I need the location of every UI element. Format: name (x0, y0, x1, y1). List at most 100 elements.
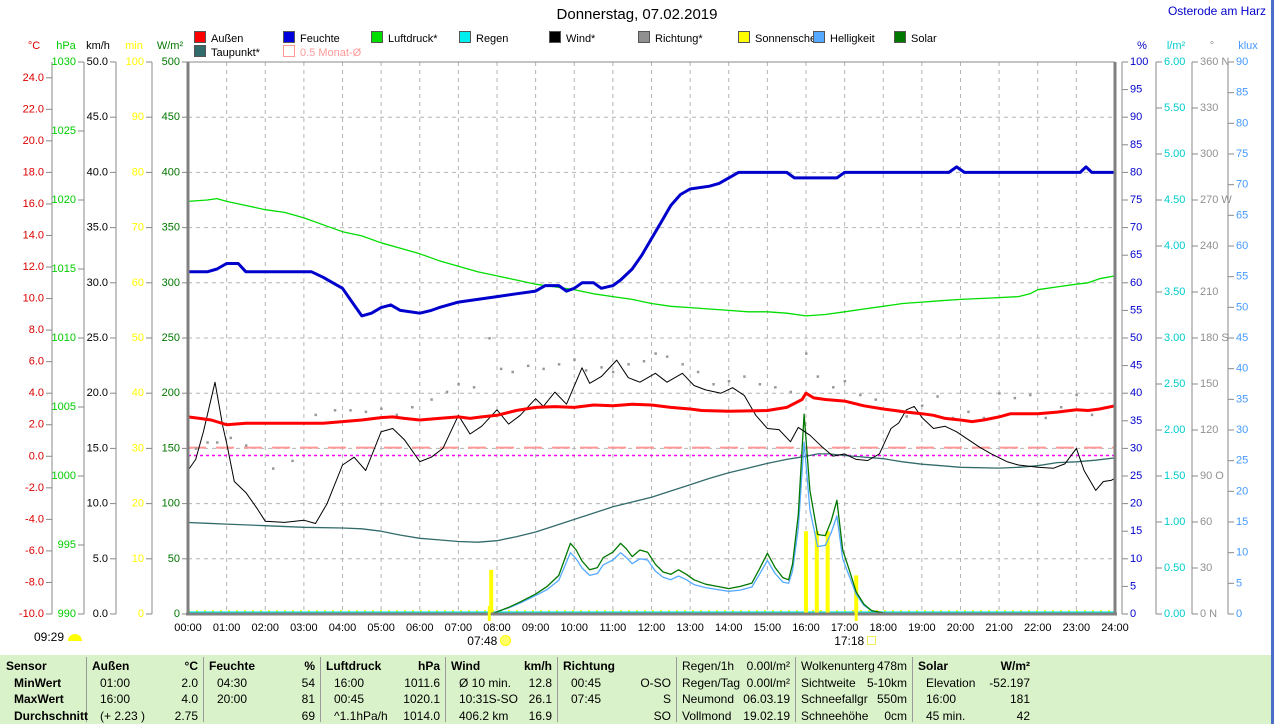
min-tick-label: 80 (132, 166, 144, 178)
legend-swatch (283, 45, 295, 57)
table-cell: SO (653, 708, 671, 723)
hPa-tick-label: 990 (58, 608, 76, 620)
kmh-tick-label: 15.0 (87, 442, 108, 454)
table-cell: 00:45 (571, 675, 602, 690)
legend-item-luftdruck-: Luftdruck* (371, 31, 438, 45)
series-richtung-dot (874, 398, 878, 401)
legend-swatch (459, 31, 471, 43)
degC-tick-label: 0.0 (29, 450, 44, 462)
table-row: 00:45 1020.1 (326, 691, 440, 707)
table-separator (912, 657, 913, 722)
table-row: 00:45 O-SO (563, 675, 671, 691)
table-row: Ø 10 min. 12.8 (451, 675, 552, 691)
series-richtung-dot (642, 360, 646, 363)
legend-label: Helligkeit (830, 33, 875, 45)
x-tick-label: 24:00 (1101, 622, 1129, 634)
table-separator (320, 657, 321, 722)
klux-tick-label: 25 (1236, 455, 1248, 467)
deg-tick-label: 150 (1200, 378, 1218, 390)
table-row: Luftdruck hPa (326, 658, 440, 674)
x-tick-label: 11:00 (600, 622, 627, 634)
table-cell: 0.00l/m² (746, 675, 790, 690)
x-tick-label: 15:00 (754, 622, 782, 634)
table-cell: 04:30 (217, 675, 248, 690)
table-column: Sensor MinWert MaxWert Durchschnitt (6, 655, 88, 724)
lm2-tick-label: 1.50 (1164, 470, 1185, 482)
legend-item-sonnenschein: Sonnenschein (738, 31, 825, 45)
min-tick-label: 100 (126, 56, 144, 68)
deg-tick-label: 120 (1200, 424, 1218, 436)
table-row: Schneehöhe 0cm (801, 708, 907, 724)
legend-item-0-5-monat-: 0.5 Monat-Ø (283, 45, 361, 59)
series-richtung-dot (215, 441, 219, 444)
deg-tick-label: 180 S (1200, 332, 1229, 344)
table-column: Luftdruck hPa 16:00 1011.6 00:45 1020.1 ^1.1hP… (326, 655, 440, 724)
table-row: Wolkenunterg 478m (801, 658, 907, 674)
series-richtung-dot (271, 467, 275, 470)
lm2-tick-label: 5.00 (1164, 148, 1185, 160)
table-cell: 54 (301, 675, 315, 690)
series-richtung-dot (998, 392, 1001, 395)
series-richtung-dot (573, 358, 576, 361)
degC-tick-label: 10.0 (23, 293, 44, 305)
x-tick-label: 04:00 (329, 622, 357, 634)
legend-item-wind-: Wind* (549, 31, 595, 45)
table-cell: 81 (301, 692, 315, 706)
x-tick-label: 19:00 (908, 622, 936, 634)
legend-item-feuchte: Feuchte (283, 31, 340, 45)
table-row: Richtung (563, 658, 671, 674)
pct-tick-label: 0 (1130, 608, 1136, 620)
lm2-unit-label: l/m² (1167, 40, 1186, 52)
table-column: Richtung 00:45 O-SO 07:45 S SO (563, 655, 671, 724)
x-tick-label: 16:00 (792, 622, 820, 634)
series-richtung-dot (557, 363, 561, 366)
table-row: 20:00 81 (209, 691, 315, 707)
deg-tick-label: 60 (1200, 516, 1212, 528)
pct-tick-label: 35 (1130, 415, 1142, 427)
table-cell: O-SO (640, 675, 671, 690)
pct-tick-label: 25 (1130, 470, 1142, 482)
series-richtung-dot (654, 352, 657, 355)
table-cell: 1014.0 (403, 708, 440, 723)
table-cell: Wolkenunterg (801, 659, 875, 673)
table-row: 07:45 S (563, 691, 671, 707)
table-column: Regen/1h 0.00l/m² Regen/Tag 0.00l/m² Neumond… (682, 655, 790, 724)
table-cell: 2.0 (181, 675, 198, 690)
degC-tick-label: 14.0 (23, 229, 44, 241)
wm2-tick-label: 400 (162, 166, 180, 178)
pct-tick-label: 30 (1130, 442, 1142, 454)
series-richtung-dot (743, 375, 746, 378)
series-richtung-dot (627, 363, 630, 366)
series-luftdruck (187, 197, 1116, 317)
legend-label: Sonnenschein (755, 33, 825, 45)
series-sonnenschein-bar (814, 531, 819, 614)
table-column: Außen °C 01:00 2.0 16:00 4.0 (+ 2.23 ) 2.75 (92, 655, 198, 724)
table-cell: Luftdruck (326, 659, 382, 673)
table-row: 01:00 2.0 (92, 675, 198, 691)
legend-item-richtung-: Richtung* (638, 31, 703, 45)
pct-tick-label: 75 (1130, 194, 1142, 206)
table-cell: Neumond (682, 692, 735, 706)
x-tick-label: 22:00 (1024, 622, 1052, 634)
table-row: ^1.1hPa/h 1014.0 (326, 708, 440, 724)
kmh-tick-label: 25.0 (87, 332, 108, 344)
table-row: Elevation -52.197 (918, 675, 1030, 691)
x-tick-label: 13:00 (676, 622, 704, 634)
pct-tick-label: 100 (1130, 56, 1148, 68)
kmh-unit-label: km/h (86, 40, 110, 52)
series-richtung-dot (681, 363, 684, 366)
table-cell: 10:31 (459, 692, 490, 706)
klux-tick-label: 70 (1236, 179, 1248, 191)
min-tick-label: 40 (132, 387, 144, 399)
wm2-tick-label: 150 (162, 442, 180, 454)
series-richtung-dot (206, 441, 209, 444)
table-row: Regen/Tag 0.00l/m² (682, 675, 790, 691)
table-row: Vollmond 19.02.19 (682, 708, 790, 724)
station-location: Osterode am Harz (1167, 4, 1266, 18)
sunrise-time: 07:48 (467, 634, 498, 648)
min-tick-label: 70 (132, 222, 144, 234)
pct-tick-label: 55 (1130, 304, 1142, 316)
series-richtung-dot (194, 447, 198, 450)
wm2-tick-label: 350 (162, 222, 180, 234)
